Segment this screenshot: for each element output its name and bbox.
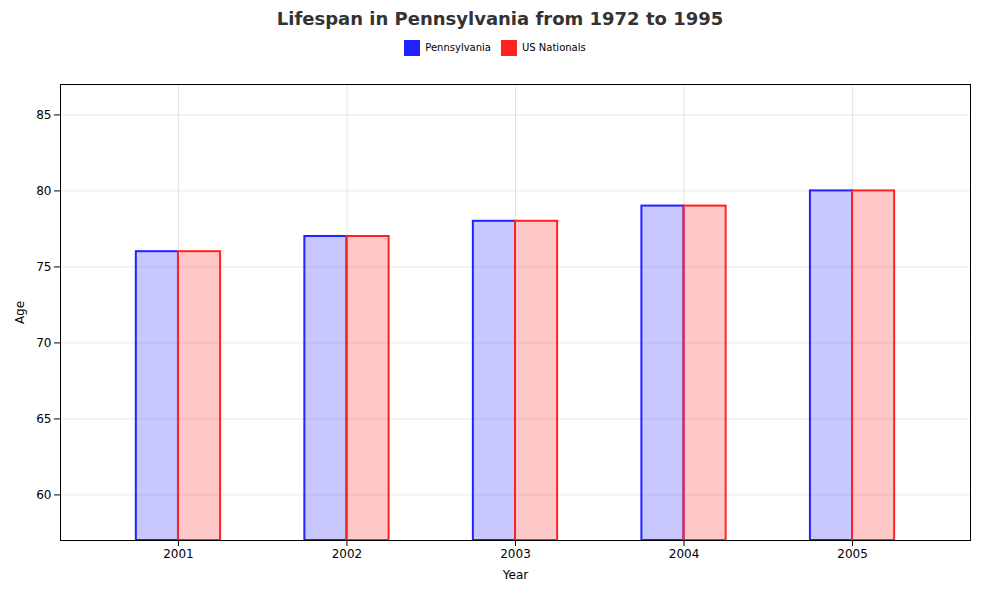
html-text:US Nationals: US Nationals (522, 42, 586, 53)
svg-text:65: 65 (36, 412, 51, 426)
svg-text:85: 85 (36, 108, 51, 122)
html-text:Pennsylvania: Pennsylvania (425, 42, 491, 53)
svg-text:2001: 2001 (163, 547, 194, 561)
svg-text:Age: Age (13, 301, 27, 324)
svg-text:Year: Year (502, 568, 528, 582)
svg-text:2003: 2003 (500, 547, 531, 561)
svg-text:2002: 2002 (332, 547, 363, 561)
svg-text:80: 80 (36, 184, 51, 198)
html-text:Lifespan in Pennsylvania from: Lifespan in Pennsylvania from 1972 to 19… (276, 8, 724, 29)
svg-text:2004: 2004 (669, 547, 700, 561)
svg-text:60: 60 (36, 488, 51, 502)
svg-text:75: 75 (36, 260, 51, 274)
svg-text:2005: 2005 (837, 547, 868, 561)
svg-text:70: 70 (36, 336, 51, 350)
